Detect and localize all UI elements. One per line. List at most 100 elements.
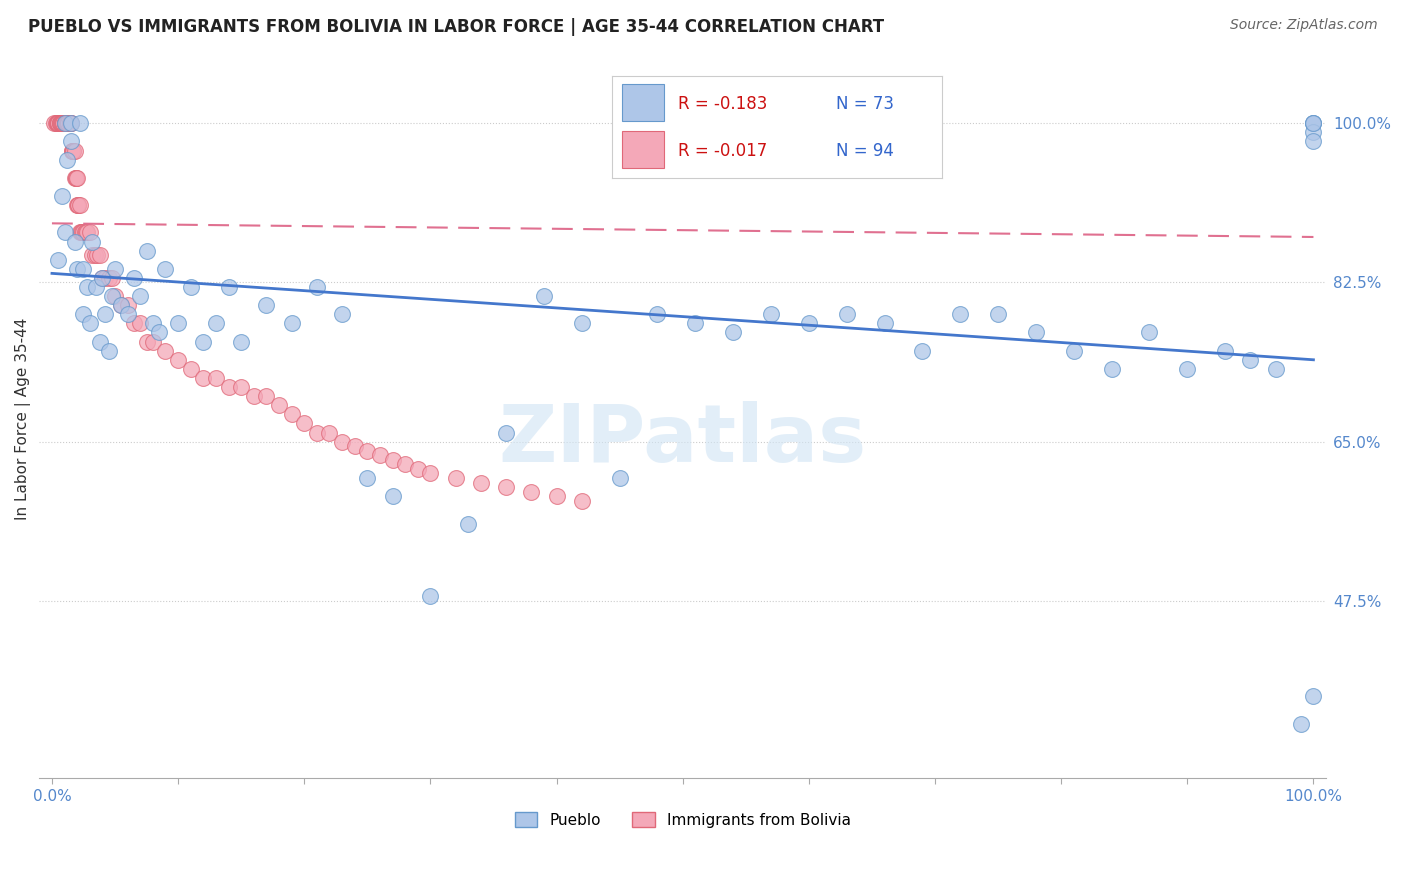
Point bbox=[76, 280, 98, 294]
Point bbox=[231, 334, 253, 349]
Point bbox=[305, 280, 328, 294]
Point bbox=[56, 153, 79, 167]
Point bbox=[647, 307, 669, 321]
Point bbox=[280, 317, 302, 331]
Point bbox=[193, 334, 215, 349]
Point bbox=[180, 280, 202, 294]
Point bbox=[59, 116, 82, 130]
Point bbox=[76, 226, 98, 240]
Text: PUEBLO VS IMMIGRANTS FROM BOLIVIA IN LABOR FORCE | AGE 35-44 CORRELATION CHART: PUEBLO VS IMMIGRANTS FROM BOLIVIA IN LAB… bbox=[28, 18, 884, 36]
Point bbox=[873, 317, 896, 331]
Point bbox=[495, 425, 517, 440]
Point bbox=[759, 307, 782, 321]
Point bbox=[721, 326, 744, 340]
Point bbox=[53, 116, 76, 130]
Point bbox=[1239, 352, 1261, 367]
Point bbox=[59, 116, 82, 130]
Point bbox=[48, 116, 70, 130]
Point bbox=[51, 116, 73, 130]
Point bbox=[53, 116, 76, 130]
Point bbox=[69, 116, 91, 130]
Point bbox=[59, 116, 82, 130]
Point bbox=[62, 144, 84, 158]
Y-axis label: In Labor Force | Age 35-44: In Labor Force | Age 35-44 bbox=[15, 318, 31, 520]
Point bbox=[89, 334, 111, 349]
Point bbox=[46, 116, 69, 130]
Point bbox=[53, 116, 76, 130]
Point bbox=[104, 289, 127, 303]
Point bbox=[53, 226, 76, 240]
Point bbox=[69, 198, 91, 212]
Point bbox=[56, 116, 79, 130]
Bar bbox=[621, 131, 665, 168]
Point bbox=[1302, 135, 1324, 149]
Point bbox=[89, 248, 111, 262]
Point bbox=[218, 380, 240, 394]
Point bbox=[72, 226, 94, 240]
Point bbox=[949, 307, 972, 321]
Point bbox=[66, 261, 89, 276]
Point bbox=[72, 307, 94, 321]
Point bbox=[62, 144, 84, 158]
Point bbox=[243, 389, 266, 403]
Text: ZIPatlas: ZIPatlas bbox=[499, 401, 868, 480]
Bar bbox=[621, 84, 665, 121]
Point bbox=[571, 317, 593, 331]
Point bbox=[330, 434, 353, 449]
Point bbox=[53, 116, 76, 130]
Point bbox=[495, 480, 517, 494]
Point bbox=[53, 116, 76, 130]
Point bbox=[63, 170, 86, 185]
Point bbox=[180, 362, 202, 376]
Point bbox=[58, 116, 80, 130]
Point bbox=[46, 116, 69, 130]
Point bbox=[58, 116, 80, 130]
Text: N = 73: N = 73 bbox=[837, 95, 894, 112]
Point bbox=[533, 289, 555, 303]
Point bbox=[79, 317, 101, 331]
Point bbox=[135, 244, 157, 258]
Point bbox=[79, 226, 101, 240]
Point bbox=[292, 417, 315, 431]
Point bbox=[356, 443, 378, 458]
Point bbox=[46, 116, 69, 130]
Point bbox=[381, 489, 404, 503]
Point bbox=[48, 116, 70, 130]
Point bbox=[101, 271, 124, 285]
Text: Source: ZipAtlas.com: Source: ZipAtlas.com bbox=[1230, 18, 1378, 32]
Point bbox=[167, 352, 190, 367]
Point bbox=[59, 116, 82, 130]
Point bbox=[51, 116, 73, 130]
Point bbox=[1025, 326, 1047, 340]
Point bbox=[45, 116, 67, 130]
Point bbox=[75, 226, 97, 240]
Point bbox=[97, 271, 120, 285]
Point bbox=[44, 116, 66, 130]
Point bbox=[1302, 116, 1324, 130]
Point bbox=[368, 448, 391, 462]
Point bbox=[1175, 362, 1198, 376]
Point bbox=[155, 261, 177, 276]
Point bbox=[51, 189, 73, 203]
Point bbox=[406, 462, 429, 476]
Point bbox=[46, 252, 69, 267]
Point bbox=[1101, 362, 1123, 376]
Point bbox=[129, 317, 152, 331]
Point bbox=[444, 471, 467, 485]
Point bbox=[520, 484, 543, 499]
Point bbox=[1302, 690, 1324, 704]
Point bbox=[65, 170, 87, 185]
Point bbox=[48, 116, 70, 130]
Point bbox=[65, 170, 87, 185]
Point bbox=[142, 317, 165, 331]
Point bbox=[356, 471, 378, 485]
Point bbox=[987, 307, 1010, 321]
Point bbox=[193, 371, 215, 385]
Point bbox=[49, 116, 72, 130]
Point bbox=[82, 235, 104, 249]
Point bbox=[52, 116, 75, 130]
Point bbox=[148, 326, 170, 340]
Point bbox=[457, 516, 479, 531]
Point bbox=[1213, 343, 1236, 358]
Point bbox=[142, 334, 165, 349]
